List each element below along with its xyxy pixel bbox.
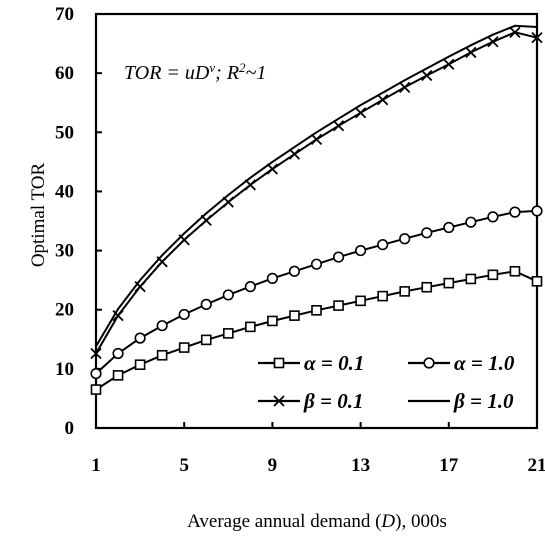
circle-marker [355, 244, 367, 257]
legend-item-1: α = 0.1 [258, 351, 364, 375]
x-marker [531, 32, 543, 44]
circle-marker [487, 211, 499, 223]
y-tick-label: 70 [55, 4, 74, 25]
circle-marker [531, 205, 543, 217]
series-4 [95, 24, 538, 347]
circle-marker [222, 289, 234, 301]
square-marker [223, 328, 234, 339]
x-tick-label: 21 [528, 455, 545, 476]
circle-marker [399, 233, 411, 245]
circle-marker [421, 227, 433, 239]
circle-marker [156, 320, 168, 332]
x-axis-label: Average annual demand (D), 000s [187, 511, 447, 532]
circle-marker [509, 206, 521, 218]
x-marker [377, 94, 389, 106]
square-marker [289, 310, 300, 321]
circle-marker [178, 308, 190, 321]
square-marker [377, 290, 388, 302]
circle-marker [332, 251, 345, 263]
x-marker [273, 395, 285, 407]
y-tick-label: 40 [55, 181, 74, 202]
legend-label: β = 0.1 [303, 389, 363, 413]
x-marker [509, 26, 521, 38]
square-marker [509, 265, 521, 277]
x-marker [399, 81, 411, 93]
circle-marker [423, 357, 435, 369]
x-tick-label: 5 [179, 455, 189, 476]
circle-marker [200, 298, 212, 310]
circle-marker [244, 281, 256, 293]
square-marker [311, 305, 322, 316]
x-marker [354, 107, 367, 119]
square-marker [465, 273, 477, 285]
square-marker [90, 384, 102, 395]
series-line [95, 209, 538, 375]
circle-marker [266, 272, 279, 284]
x-tick-label: 17 [439, 455, 459, 476]
series-2 [90, 205, 543, 380]
x-marker [266, 163, 279, 175]
axes [94, 12, 539, 430]
y-tick-label: 0 [65, 418, 75, 439]
y-axis-label: Optimal TOR [28, 163, 49, 268]
circle-marker [288, 265, 301, 277]
circle-marker [465, 216, 477, 228]
legend-label: α = 0.1 [304, 351, 364, 375]
x-marker [112, 309, 124, 322]
circle-marker [134, 332, 146, 344]
series-1 [90, 265, 543, 395]
y-tick-label: 10 [55, 359, 74, 380]
x-marker [421, 69, 433, 82]
circle-marker [310, 258, 323, 270]
square-marker [156, 349, 168, 361]
square-marker [443, 277, 455, 289]
y-tick-label: 50 [55, 122, 74, 143]
square-marker [531, 276, 543, 287]
square-marker [178, 342, 190, 353]
x-marker [310, 133, 323, 146]
square-marker [112, 370, 124, 381]
x-tick-label: 13 [351, 455, 370, 476]
circle-marker [377, 239, 389, 251]
square-marker [267, 315, 278, 327]
x-marker [443, 58, 455, 70]
square-marker [355, 295, 366, 307]
x-marker [332, 120, 345, 132]
legend-label: β = 1.0 [453, 389, 514, 413]
legend-item-2: α = 1.0 [408, 351, 515, 375]
legend: α = 0.1 α = 1.0 β = 0.1 β = 1.0 [258, 351, 515, 413]
x-marker [487, 36, 499, 48]
legend-item-4: β = 1.0 [408, 389, 514, 413]
circle-marker [90, 367, 102, 380]
series-line [95, 24, 538, 347]
x-marker [288, 148, 301, 160]
x-tick-label: 9 [268, 455, 278, 476]
y-tick-label: 20 [55, 300, 74, 321]
square-marker [273, 357, 285, 369]
square-marker [245, 321, 256, 333]
legend-item-3: β = 0.1 [258, 389, 363, 413]
square-marker [134, 359, 146, 371]
square-marker [487, 269, 499, 281]
x-tick-label: 1 [91, 455, 101, 476]
x-marker [90, 347, 102, 360]
y-tick-label: 60 [55, 63, 74, 84]
formula-annotation: TOR = uDv; R2~1 [124, 60, 266, 85]
square-marker [200, 334, 212, 346]
series-lines [90, 24, 543, 395]
legend-label: α = 1.0 [454, 351, 515, 375]
square-marker [399, 286, 411, 297]
y-tick-label: 30 [55, 241, 74, 262]
x-marker [465, 46, 477, 59]
square-marker [421, 281, 433, 293]
ticks: 0 10 20 30 40 50 60 70 1 5 9 13 17 21 [55, 4, 545, 476]
square-marker [333, 300, 344, 311]
circle-marker [443, 221, 455, 234]
plot-frame [94, 12, 539, 430]
circle-marker [112, 347, 124, 360]
annotation-area: TOR = uDv; R2~1 [124, 60, 266, 85]
